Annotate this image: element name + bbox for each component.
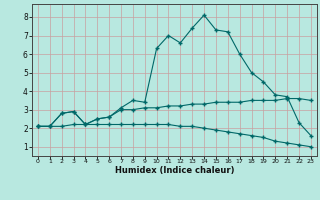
X-axis label: Humidex (Indice chaleur): Humidex (Indice chaleur) bbox=[115, 166, 234, 175]
